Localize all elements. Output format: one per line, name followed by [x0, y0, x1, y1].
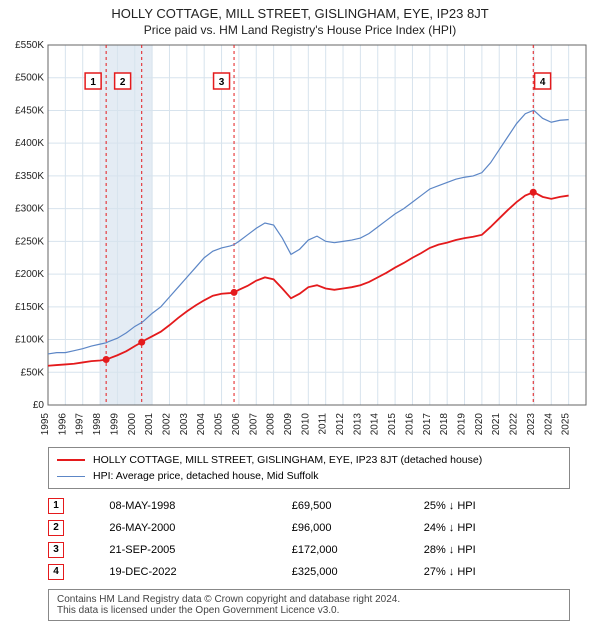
x-tick-label: 2012 [335, 413, 346, 436]
footer: Contains HM Land Registry data © Crown c… [48, 589, 570, 621]
marker-dot [103, 356, 110, 363]
title-main: HOLLY COTTAGE, MILL STREET, GISLINGHAM, … [10, 6, 590, 21]
titles: HOLLY COTTAGE, MILL STREET, GISLINGHAM, … [0, 0, 600, 39]
x-tick-label: 2004 [196, 413, 207, 436]
marker-cell-pct: 25% ↓ HPI [424, 495, 570, 517]
marker-dot [231, 289, 238, 296]
marker-dot [530, 189, 537, 196]
x-tick-label: 2009 [283, 413, 294, 436]
y-tick-label: £350K [15, 171, 44, 182]
legend-item: HPI: Average price, detached house, Mid … [57, 468, 561, 484]
legend-label: HPI: Average price, detached house, Mid … [93, 468, 319, 484]
x-tick-label: 2019 [457, 413, 468, 436]
marker-row: 2 26-MAY-2000£96,00024% ↓ HPI [48, 517, 570, 539]
x-tick-label: 1997 [75, 413, 86, 436]
marker-cell-n: 2 [48, 517, 109, 539]
x-tick-label: 1999 [109, 413, 120, 436]
legend-item: HOLLY COTTAGE, MILL STREET, GISLINGHAM, … [57, 452, 561, 468]
x-tick-label: 2005 [214, 413, 225, 436]
footer-line-1: Contains HM Land Registry data © Crown c… [57, 594, 561, 605]
marker-cell-pct: 28% ↓ HPI [424, 539, 570, 561]
chart-container: HOLLY COTTAGE, MILL STREET, GISLINGHAM, … [0, 0, 600, 621]
marker-cell-price: £172,000 [292, 539, 424, 561]
marker-cell-pct: 27% ↓ HPI [424, 561, 570, 583]
x-tick-label: 1998 [92, 413, 103, 436]
x-tick-label: 2014 [370, 413, 381, 436]
marker-cell-price: £69,500 [292, 495, 424, 517]
x-tick-label: 2013 [352, 413, 363, 436]
legend-swatch [57, 459, 85, 461]
x-tick-label: 2011 [318, 413, 329, 435]
x-tick-label: 1995 [40, 413, 51, 436]
x-tick-label: 2008 [266, 413, 277, 436]
marker-cell-price: £96,000 [292, 517, 424, 539]
x-tick-label: 1996 [57, 413, 68, 436]
legend-label: HOLLY COTTAGE, MILL STREET, GISLINGHAM, … [93, 452, 482, 468]
marker-row: 3 21-SEP-2005£172,00028% ↓ HPI [48, 539, 570, 561]
x-tick-label: 2022 [509, 413, 520, 436]
marker-cell-date: 21-SEP-2005 [109, 539, 291, 561]
x-tick-label: 2021 [491, 413, 502, 436]
chart-svg: £0 £50K £100K £150K £200K £250K £300K £350K £400… [0, 39, 600, 439]
x-tick-label: 2017 [422, 413, 433, 436]
marker-cell-n: 3 [48, 539, 109, 561]
y-tick-label: £50K [21, 367, 45, 378]
legend: HOLLY COTTAGE, MILL STREET, GISLINGHAM, … [48, 447, 570, 489]
marker-cell-date: 19-DEC-2022 [109, 561, 291, 583]
x-tick-label: 2003 [179, 413, 190, 436]
x-tick-label: 2016 [404, 413, 415, 436]
y-tick-label: £0 [33, 400, 45, 411]
y-tick-label: £500K [15, 73, 44, 84]
x-tick-label: 2010 [300, 413, 311, 436]
marker-badge-number: 4 [540, 77, 546, 88]
footer-line-2: This data is licensed under the Open Gov… [57, 605, 561, 616]
marker-badge-number: 2 [120, 77, 126, 88]
y-tick-label: £400K [15, 138, 44, 149]
chart-area: £0 £50K £100K £150K £200K £250K £300K £350K £400… [0, 39, 600, 439]
y-tick-label: £300K [15, 204, 44, 215]
marker-row: 1 08-MAY-1998£69,50025% ↓ HPI [48, 495, 570, 517]
y-tick-label: £250K [15, 236, 44, 247]
y-tick-label: £150K [15, 302, 44, 313]
x-tick-label: 2000 [127, 413, 138, 436]
marker-cell-n: 4 [48, 561, 109, 583]
y-tick-label: £100K [15, 335, 44, 346]
marker-cell-n: 1 [48, 495, 109, 517]
y-tick-label: £450K [15, 105, 44, 116]
marker-badge: 4 [48, 564, 64, 580]
title-sub: Price paid vs. HM Land Registry's House … [10, 23, 590, 37]
x-tick-label: 2015 [387, 413, 398, 436]
marker-table: 1 08-MAY-1998£69,50025% ↓ HPI 2 26-MAY-2000… [48, 495, 570, 583]
y-tick-label: £550K [15, 40, 44, 51]
legend-swatch [57, 476, 85, 477]
marker-cell-price: £325,000 [292, 561, 424, 583]
marker-badge-number: 3 [219, 77, 225, 88]
marker-row: 4 19-DEC-2022£325,00027% ↓ HPI [48, 561, 570, 583]
marker-cell-date: 08-MAY-1998 [109, 495, 291, 517]
x-tick-label: 2018 [439, 413, 450, 436]
x-tick-label: 2001 [144, 413, 155, 436]
x-tick-label: 2007 [248, 413, 259, 436]
marker-cell-date: 26-MAY-2000 [109, 517, 291, 539]
marker-cell-pct: 24% ↓ HPI [424, 517, 570, 539]
x-tick-label: 2020 [474, 413, 485, 436]
x-tick-label: 2024 [543, 413, 554, 436]
x-tick-label: 2025 [561, 413, 572, 436]
x-tick-label: 2023 [526, 413, 537, 436]
marker-badge: 2 [48, 520, 64, 536]
marker-dot [138, 339, 145, 346]
marker-badge: 3 [48, 542, 64, 558]
x-tick-label: 2002 [161, 413, 172, 436]
x-tick-label: 2006 [231, 413, 242, 436]
y-tick-label: £200K [15, 269, 44, 280]
marker-badge-number: 1 [90, 77, 96, 88]
marker-badge: 1 [48, 498, 64, 514]
